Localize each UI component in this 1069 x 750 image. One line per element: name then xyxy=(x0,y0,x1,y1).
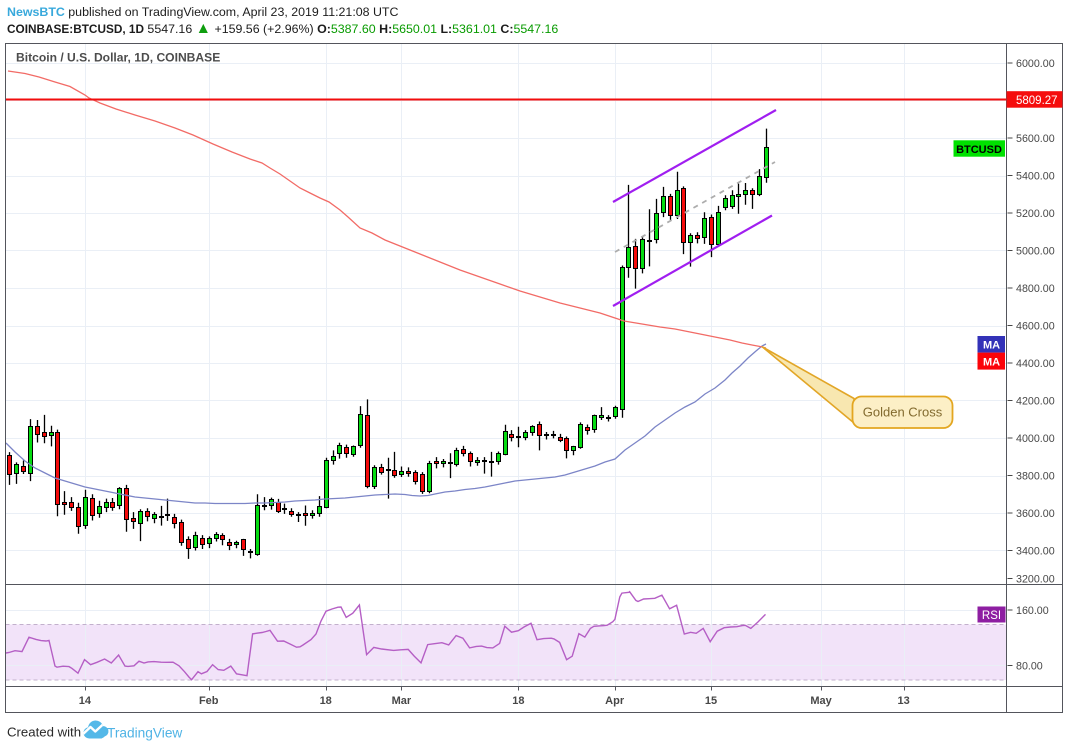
svg-text:4600.00: 4600.00 xyxy=(1016,321,1055,333)
svg-text:4200.00: 4200.00 xyxy=(1016,396,1055,408)
svg-text:TradingView: TradingView xyxy=(107,726,182,741)
svg-text:13: 13 xyxy=(897,695,909,707)
svg-text:Golden Cross: Golden Cross xyxy=(863,405,943,420)
svg-text:MA: MA xyxy=(983,357,1000,369)
svg-text:Bitcoin / U.S. Dollar, 1D, COI: Bitcoin / U.S. Dollar, 1D, COINBASE xyxy=(16,51,220,65)
svg-text:80.00: 80.00 xyxy=(1016,661,1043,673)
svg-text:3800.00: 3800.00 xyxy=(1016,471,1055,483)
svg-text:15: 15 xyxy=(705,695,717,707)
svg-text:BTCUSD: BTCUSD xyxy=(956,144,1002,156)
svg-text:3200.00: 3200.00 xyxy=(1016,574,1055,586)
svg-text:5200.00: 5200.00 xyxy=(1016,208,1055,220)
svg-text:MA: MA xyxy=(983,340,1000,352)
svg-text:4400.00: 4400.00 xyxy=(1016,358,1055,370)
svg-text:18: 18 xyxy=(320,695,332,707)
svg-text:4800.00: 4800.00 xyxy=(1016,283,1055,295)
svg-text:3400.00: 3400.00 xyxy=(1016,546,1055,558)
svg-text:Mar: Mar xyxy=(392,695,412,707)
svg-text:18: 18 xyxy=(512,695,524,707)
svg-text:5000.00: 5000.00 xyxy=(1016,246,1055,258)
svg-text:14: 14 xyxy=(79,695,92,707)
svg-text:160.00: 160.00 xyxy=(1016,605,1049,617)
svg-text:4000.00: 4000.00 xyxy=(1016,433,1055,445)
svg-text:RSI: RSI xyxy=(982,610,1001,622)
svg-text:COINBASE:BTCUSD, 1D 5547.16 ▲: COINBASE:BTCUSD, 1D 5547.16 ▲ +159.56 (+… xyxy=(7,20,558,37)
svg-text:NewsBTC published on TradingVi: NewsBTC published on TradingView.com, Ap… xyxy=(7,5,399,19)
svg-text:Feb: Feb xyxy=(199,695,219,707)
svg-text:May: May xyxy=(810,695,832,707)
svg-text:5400.00: 5400.00 xyxy=(1016,171,1055,183)
svg-text:3600.00: 3600.00 xyxy=(1016,508,1055,520)
svg-text:6000.00: 6000.00 xyxy=(1016,58,1055,70)
svg-text:Apr: Apr xyxy=(605,695,625,707)
svg-text:5600.00: 5600.00 xyxy=(1016,133,1055,145)
svg-text:5809.27: 5809.27 xyxy=(1016,95,1058,107)
svg-text:Created with: Created with xyxy=(7,725,81,740)
